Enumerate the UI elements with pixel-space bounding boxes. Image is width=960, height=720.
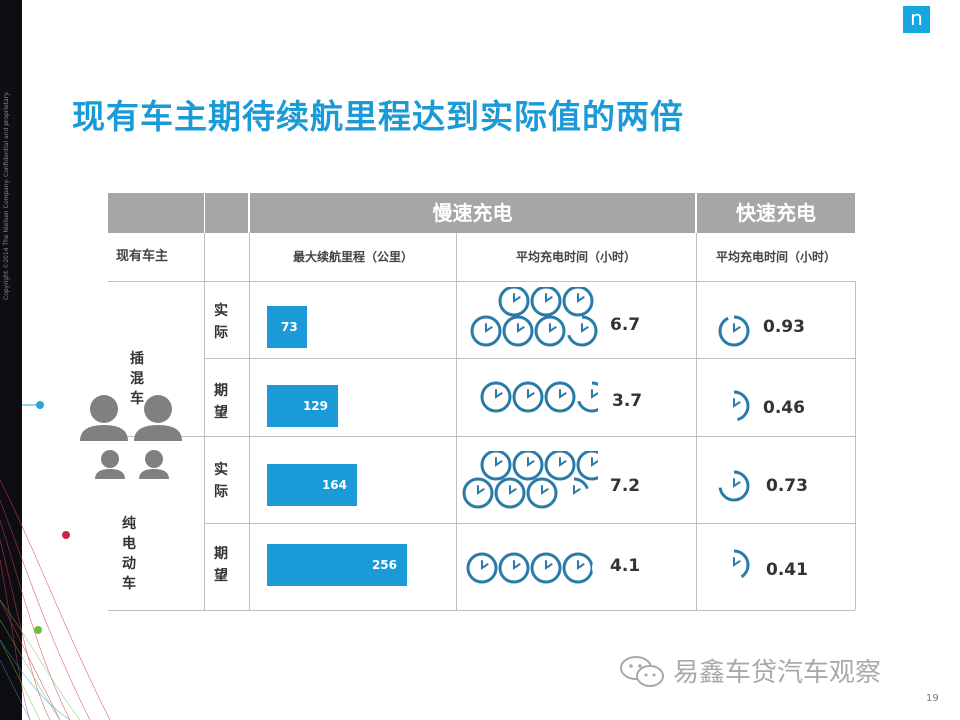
row-label-actual-bev: 实际: [214, 462, 228, 500]
slow-clocks-phev-actual: [470, 287, 598, 347]
clock-icon: [480, 381, 512, 413]
people-icon: [80, 395, 182, 479]
row-label-expected-phev: 期望: [214, 383, 228, 421]
clock-icon: [470, 315, 502, 347]
left-decorative-strip: [0, 0, 22, 720]
clock-icon: [590, 552, 604, 584]
clock-icon: [512, 381, 544, 413]
clock-icon: [512, 451, 544, 481]
page-number: 19: [926, 693, 939, 704]
header-blank-2: [205, 193, 248, 233]
decorative-lines: [0, 401, 111, 720]
header-slow-charge: 慢速充电: [250, 193, 695, 233]
group-label-bev: 纯电动车: [122, 516, 136, 592]
clock-icon: [530, 552, 562, 584]
row-label-expected-bev: 期望: [214, 546, 228, 584]
clock-icon: [544, 451, 576, 481]
slow-value-phev-expected: 3.7: [612, 391, 643, 411]
range-value-phev-expected: 129: [302, 399, 328, 413]
clock-icon: [576, 381, 598, 413]
clock-icon: [466, 552, 498, 584]
clock-icon: [718, 470, 750, 502]
clock-icon: [462, 477, 494, 509]
fast-value-phev-actual: 0.93: [763, 317, 805, 337]
fast-clocks-phev-expected: [718, 390, 750, 422]
col-range: 最大续航里程（公里）: [292, 250, 413, 264]
clock-icon: [558, 477, 590, 509]
fast-value-phev-expected: 0.46: [763, 398, 805, 418]
clock-icon: [718, 390, 750, 422]
col-fast-time: 平均充电时间（小时）: [715, 250, 836, 264]
nielsen-logo: n: [903, 6, 930, 33]
slow-value-bev-expected: 4.1: [610, 556, 641, 576]
clock-icon: [534, 315, 566, 347]
clock-icon: [494, 477, 526, 509]
range-value-bev-expected: 256: [371, 558, 397, 572]
page-title: 现有车主期待续航里程达到实际值的两倍: [72, 97, 684, 136]
clock-icon: [498, 287, 530, 317]
header-fast-charge: 快速充电: [697, 193, 855, 233]
range-value-phev-actual: 73: [281, 320, 298, 334]
fast-clocks-phev-actual: [718, 315, 750, 347]
range-bar-phev-expected: 129: [267, 385, 338, 427]
clock-icon: [576, 451, 598, 481]
clock-icon: [566, 315, 598, 347]
deco-dot-red: [62, 531, 70, 539]
clock-icon: [562, 287, 594, 317]
slow-value-phev-actual: 6.7: [610, 315, 641, 335]
range-bar-phev-actual: 73: [267, 306, 307, 348]
clock-icon: [502, 315, 534, 347]
fast-clocks-bev-actual: [718, 470, 750, 502]
clock-icon: [562, 552, 594, 584]
deco-dot-blue: [36, 401, 44, 409]
row-label-actual-phev: 实际: [214, 303, 228, 341]
slow-clocks-bev-actual: [462, 451, 598, 509]
slow-clocks-phev-expected: [480, 381, 598, 413]
clock-icon: [718, 315, 750, 347]
clock-icon: [530, 287, 562, 317]
header-blank-1: [108, 193, 204, 233]
slow-value-bev-actual: 7.2: [610, 476, 641, 496]
range-bar-bev-actual: 164: [267, 464, 357, 506]
deco-dot-green: [34, 626, 42, 634]
slow-clocks-bev-expected: [466, 552, 604, 584]
col-owner: 现有车主: [116, 249, 169, 264]
clock-icon: [526, 477, 558, 509]
group-label-phev: 插混车: [130, 351, 144, 407]
footer-watermark: 易鑫车贷汽车观察: [673, 658, 882, 688]
range-bar-bev-expected: 256: [267, 544, 407, 586]
clock-icon: [544, 381, 576, 413]
clock-icon: [718, 549, 750, 581]
wechat-icon: [620, 656, 664, 687]
fast-clocks-bev-expected: [718, 549, 750, 581]
fast-value-bev-actual: 0.73: [766, 476, 808, 496]
col-slow-time: 平均充电时间（小时）: [515, 250, 636, 264]
range-value-bev-actual: 164: [321, 478, 347, 492]
fast-value-bev-expected: 0.41: [766, 560, 808, 580]
clock-icon: [498, 552, 530, 584]
clock-icon: [480, 451, 512, 481]
